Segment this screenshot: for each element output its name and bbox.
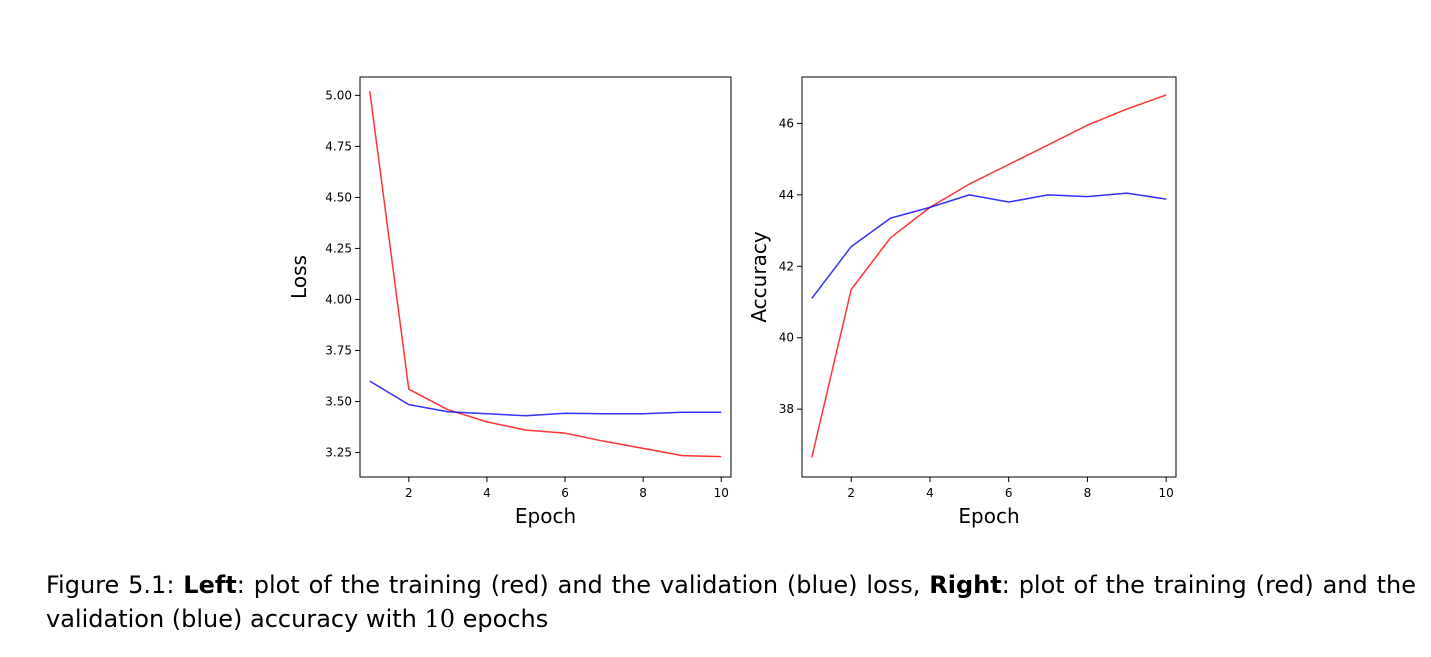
loss-y-tick-label: 4.75 [325, 139, 352, 153]
loss-y-tick-label: 4.25 [325, 241, 352, 255]
loss-y-axis-label: Loss [287, 255, 311, 299]
caption-right-text: : plot of the training (red) and the val… [46, 571, 1417, 633]
loss-x-tick-label: 8 [639, 486, 647, 500]
loss-x-tick-label: 10 [714, 486, 729, 500]
loss-series-line-red [369, 91, 722, 458]
accuracy-x-tick-label: 10 [1159, 486, 1174, 500]
loss-y-tick-label: 4.00 [325, 292, 352, 306]
caption-suffix: epochs [455, 605, 549, 633]
loss-y-tick-label: 3.50 [325, 394, 352, 408]
caption-prefix: Figure 5.1: [46, 571, 184, 599]
loss-plot-frame [359, 76, 732, 478]
accuracy-plot-frame [801, 76, 1177, 478]
accuracy-y-tick-label: 44 [779, 188, 794, 202]
loss-y-tick-label: 5.00 [325, 88, 352, 102]
accuracy-x-tick-label: 4 [926, 486, 934, 500]
loss-x-axis-label: Epoch [515, 504, 576, 528]
caption-epochs-number: 10 [424, 605, 456, 633]
accuracy-x-tick-label: 2 [847, 486, 855, 500]
loss-y-tick-label: 4.50 [325, 190, 352, 204]
caption-left-label: Left [183, 571, 237, 599]
figure: 2 4 6 8 103.253.503.754.004.254.504.755.00Ep… [287, 76, 1177, 528]
loss-chart: 2 4 6 8 10 3.25 3.50 3.75 4.00 4.25 4.50 4.75 5.00 Ep… [287, 76, 732, 528]
accuracy-x-tick-label: 8 [1084, 486, 1092, 500]
loss-x-tick-label: 2 [405, 486, 413, 500]
accuracy-y-axis-label: Accuracy [747, 231, 771, 322]
accuracy-series-line-red [811, 94, 1167, 458]
accuracy-y-tick-label: 38 [779, 402, 794, 416]
loss-y-tick-label: 3.75 [325, 343, 352, 357]
caption-right-label: Right [929, 571, 1002, 599]
accuracy-y-tick-label: 40 [779, 331, 794, 345]
accuracy-x-tick-label: 6 [1005, 486, 1013, 500]
caption-left-text: : plot of the training (red) and the val… [236, 571, 930, 599]
loss-y-tick-label: 3.25 [325, 446, 352, 460]
accuracy-y-tick-label: 42 [779, 259, 794, 273]
accuracy-series-line-blue [811, 192, 1167, 299]
figure-caption: Figure 5.1: Left: plot of the training (… [46, 568, 1416, 636]
accuracy-x-axis-label: Epoch [958, 504, 1019, 528]
loss-x-tick-label: 4 [483, 486, 491, 500]
loss-x-tick-label: 6 [561, 486, 569, 500]
loss-series-line-blue [369, 380, 722, 417]
accuracy-y-tick-label: 46 [779, 116, 794, 130]
